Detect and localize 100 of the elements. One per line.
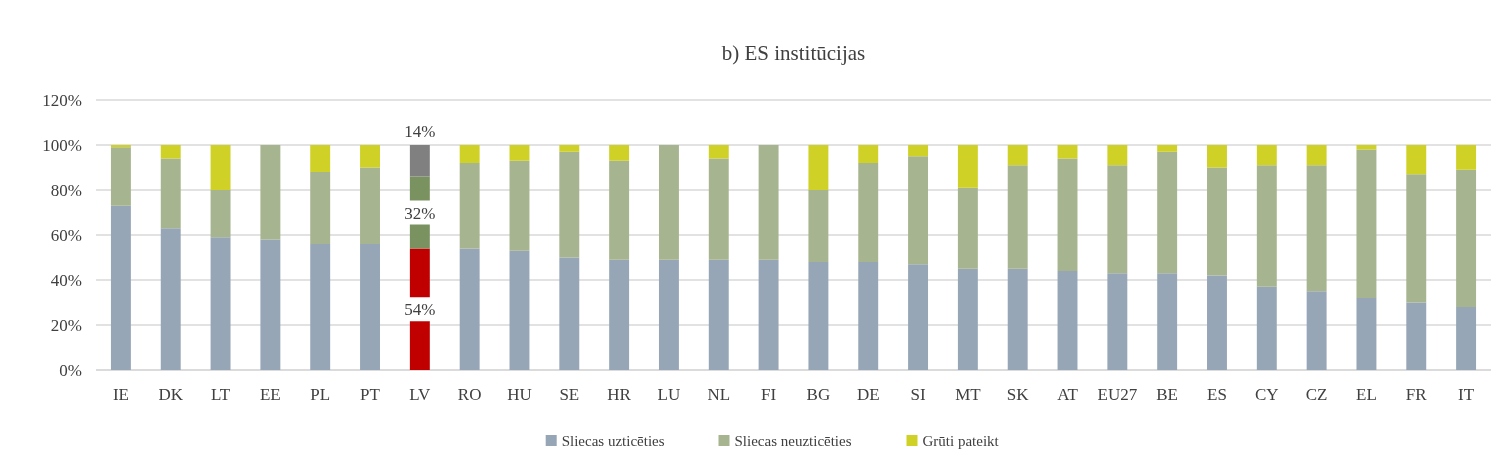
y-tick-label: 100%: [42, 136, 82, 155]
bar: [1207, 145, 1227, 168]
bar: [908, 156, 929, 265]
bar: [310, 244, 331, 370]
bar: [559, 257, 580, 370]
bar: [1057, 271, 1078, 370]
bar: [808, 262, 829, 370]
x-tick-label: BE: [1156, 385, 1179, 404]
bar: [957, 145, 978, 188]
x-tick-label: EL: [1356, 385, 1377, 404]
bar: [1356, 298, 1377, 370]
bar: [559, 145, 580, 152]
bar: [1256, 145, 1277, 166]
bar: [1456, 169, 1477, 307]
bar: [1256, 286, 1277, 370]
bar: [858, 163, 879, 262]
bar: [1406, 302, 1427, 370]
bar: [1107, 145, 1128, 166]
x-tick-label: EU27: [1097, 385, 1138, 404]
bar: [1007, 145, 1028, 166]
x-tick-label: MT: [955, 385, 982, 404]
bar: [1306, 291, 1327, 370]
bar: [957, 187, 978, 269]
bar: [1057, 145, 1078, 159]
x-tick-label: PL: [310, 385, 331, 404]
bar: [708, 259, 729, 370]
bar: [409, 145, 430, 177]
y-tick-label: 0%: [59, 361, 82, 380]
legend-label: Grūti pateikt: [922, 433, 1000, 449]
x-tick-label: PT: [360, 385, 381, 404]
bar: [1306, 165, 1327, 292]
bar: [609, 160, 630, 260]
y-tick-label: 80%: [50, 181, 82, 200]
bar: [210, 145, 231, 190]
bar: [609, 145, 630, 161]
chart-title: b) ES institūcijas: [721, 41, 866, 65]
bar: [658, 145, 679, 260]
bar: [110, 147, 131, 206]
bar: [708, 158, 729, 260]
bar: [110, 205, 131, 370]
bar: [908, 145, 929, 157]
legend-label: Sliecas uzticēties: [561, 433, 665, 449]
bar: [1256, 165, 1277, 287]
x-tick-label: FR: [1405, 385, 1428, 404]
bar: [360, 145, 380, 168]
x-tick-label: NL: [707, 385, 731, 404]
bar: [1057, 158, 1078, 271]
bar: [858, 145, 879, 163]
x-tick-label: SK: [1006, 385, 1030, 404]
bar: [459, 145, 480, 163]
y-tick-label: 40%: [50, 271, 82, 290]
x-tick-label: LT: [210, 385, 231, 404]
x-tick-label: SE: [559, 385, 580, 404]
data-label: 32%: [404, 203, 436, 223]
x-tick-label: BG: [806, 385, 831, 404]
bar: [1157, 273, 1178, 370]
x-tick-label: FI: [761, 385, 777, 404]
bar: [808, 145, 829, 190]
x-tick-label: CZ: [1305, 385, 1328, 404]
bar: [1406, 174, 1427, 303]
bar: [1157, 151, 1178, 274]
bar: [708, 145, 729, 159]
bar: [160, 145, 181, 159]
bar: [459, 163, 480, 249]
x-tick-label: AT: [1057, 385, 1079, 404]
data-label: 54%: [404, 300, 436, 320]
x-tick-label: IT: [1458, 385, 1475, 404]
bar: [210, 190, 231, 238]
x-tick-label: IE: [112, 385, 129, 404]
x-tick-label: DK: [158, 385, 184, 404]
bar: [1356, 145, 1377, 150]
bar: [509, 250, 530, 370]
bar: [1007, 268, 1028, 370]
x-tick-label: ES: [1207, 385, 1227, 404]
bar: [310, 172, 331, 244]
bar: [360, 167, 380, 244]
bar: [459, 248, 480, 370]
x-tick-label: LU: [657, 385, 681, 404]
x-tick-label: CY: [1254, 385, 1279, 404]
bar: [260, 145, 281, 240]
bar: [160, 158, 181, 229]
bar: [210, 237, 231, 370]
y-tick-label: 20%: [50, 316, 82, 335]
x-tick-label: RO: [457, 385, 482, 404]
bar: [1107, 165, 1128, 274]
x-tick-label: DE: [856, 385, 880, 404]
bar: [609, 259, 630, 370]
bar: [758, 145, 779, 260]
bar: [310, 145, 331, 172]
bar: [360, 244, 380, 370]
bar: [858, 262, 879, 370]
bar: [509, 160, 530, 251]
bar: [1356, 149, 1377, 298]
x-tick-label: LV: [409, 385, 432, 404]
bar: [1107, 273, 1128, 370]
y-tick-label: 60%: [50, 226, 82, 245]
y-tick-label: 120%: [42, 91, 82, 110]
bar: [509, 145, 530, 161]
bar: [1207, 275, 1227, 370]
bar: [957, 268, 978, 370]
